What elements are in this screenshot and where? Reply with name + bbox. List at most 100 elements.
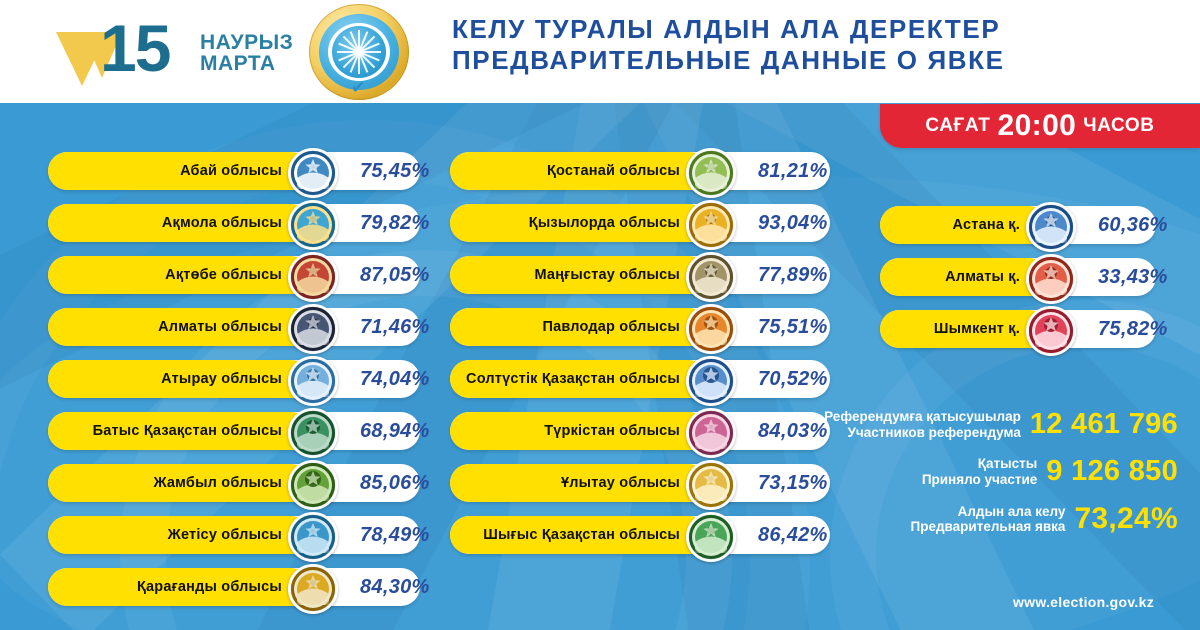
turnout-row: Жетісу облысы 78,49% xyxy=(48,512,429,562)
page-title: КЕЛУ ТУРАЛЫ АЛДЫН АЛА ДЕРЕКТЕР ПРЕДВАРИТ… xyxy=(452,14,1005,75)
turnout-row-pill: Шымкент қ. 75,82% xyxy=(880,306,1167,356)
turnout-row: Шығыс Қазақстан облысы 86,42% xyxy=(450,512,830,562)
region-name-pill: Солтүстік Қазақстан облысы xyxy=(450,360,708,398)
turnout-percent: 60,36% xyxy=(1098,213,1168,236)
seal-check-icon: ✔ xyxy=(351,78,366,97)
qostanai-oblysy-emblem-icon xyxy=(686,148,736,198)
region-name: Түркістан облысы xyxy=(544,423,680,439)
zhetisu-oblysy-emblem-icon xyxy=(288,512,338,562)
turnout-row: Қарағанды облысы 84,30% xyxy=(48,564,429,614)
abai-oblysy-emblem-icon xyxy=(288,148,338,198)
turnout-percent: 85,06% xyxy=(360,471,430,494)
turnout-row-pill: Жамбыл облысы 85,06% xyxy=(48,460,429,510)
region-name-pill: Қостанай облысы xyxy=(450,152,708,190)
turnout-row-pill: Ұлытау облысы 73,15% xyxy=(450,460,830,510)
region-name: Қарағанды облысы xyxy=(136,579,282,595)
atyrau-oblysy-emblem-icon xyxy=(288,356,338,406)
region-name: Шымкент қ. xyxy=(933,321,1020,337)
turnout-percent: 75,51% xyxy=(758,315,828,338)
region-name: Павлодар облысы xyxy=(542,319,680,335)
turnout-percent: 87,05% xyxy=(360,263,430,286)
region-name-pill: Астана қ. xyxy=(880,206,1048,244)
clock-time: 20:00 xyxy=(997,109,1077,142)
logo-word-ru: МАРТА xyxy=(200,52,276,75)
turnout-row-pill: Түркістан облысы 84,03% xyxy=(450,408,830,458)
aqmola-oblysy-emblem-icon xyxy=(288,200,338,250)
turnout-row-pill: Ақмола облысы 79,82% xyxy=(48,200,429,250)
turnout-row: Атырау облысы 74,04% xyxy=(48,356,429,406)
turnout-percent: 77,89% xyxy=(758,263,828,286)
soltustik-qazaqstan-oblysy-emblem-icon xyxy=(686,356,736,406)
region-name-pill: Қызылорда облысы xyxy=(450,204,708,242)
title-line-kk: КЕЛУ ТУРАЛЫ АЛДЫН АЛА ДЕРЕКТЕР xyxy=(452,14,1001,44)
region-name-pill: Шымкент қ. xyxy=(880,310,1048,348)
summary-label-kk: Алдын ала келу xyxy=(957,503,1066,519)
turnout-row-pill: Алматы қ. 33,43% xyxy=(880,254,1167,304)
logo-word-kk: НАУРЫЗ xyxy=(200,31,294,54)
turnout-row: Шымкент қ. 75,82% xyxy=(880,306,1167,356)
turnout-row: Батыс Қазақстан облысы 68,94% xyxy=(48,408,429,458)
turnout-row-pill: Ақтөбе облысы 87,05% xyxy=(48,252,429,302)
region-name: Ақмола облысы xyxy=(161,215,282,231)
turnout-percent: 73,15% xyxy=(758,471,828,494)
summary-label-kk: Референдумға қатысушылар xyxy=(824,409,1021,425)
summary-stat-labels: Алдын ала келу Предварительная явка xyxy=(911,504,1066,534)
summary-value: 9 126 850 xyxy=(1046,455,1178,487)
turnout-percent: 84,03% xyxy=(758,419,828,442)
region-name-pill: Маңғыстау облысы xyxy=(450,256,708,294)
astana-city-emblem-icon xyxy=(1026,202,1076,252)
region-name-pill: Шығыс Қазақстан облысы xyxy=(450,516,708,554)
turnout-row: Жамбыл облысы 85,06% xyxy=(48,460,429,510)
pavlodar-oblysy-emblem-icon xyxy=(686,304,736,354)
turnout-row-pill: Қостанай облысы 81,21% xyxy=(450,148,830,198)
summary-label-ru: Приняло участие xyxy=(921,471,1038,487)
summary-value: 12 461 796 xyxy=(1029,408,1178,440)
turnout-percent: 84,30% xyxy=(360,575,430,598)
region-name-pill: Ақмола облысы xyxy=(48,204,310,242)
turnout-percent: 75,82% xyxy=(1098,317,1168,340)
aqtobe-oblysy-emblem-icon xyxy=(288,252,338,302)
region-name-pill: Алматы облысы xyxy=(48,308,310,346)
website-url: www.election.gov.kz xyxy=(1012,594,1154,610)
almaty-oblysy-emblem-icon xyxy=(288,304,338,354)
turnout-row: Ақмола облысы 79,82% xyxy=(48,200,429,250)
turnout-percent: 93,04% xyxy=(758,211,828,234)
turnout-row-pill: Астана қ. 60,36% xyxy=(880,202,1167,252)
march-15-logo: 15 НАУРЫЗ МАРТА xyxy=(52,11,293,90)
region-name: Абай облысы xyxy=(180,163,282,179)
turnout-row: Қызылорда облысы 93,04% xyxy=(450,200,830,250)
summary-value: 73,24% xyxy=(1074,502,1178,535)
qyzylorda-oblysy-emblem-icon xyxy=(686,200,736,250)
turnout-row-pill: Абай облысы 75,45% xyxy=(48,148,429,198)
title-line-ru: ПРЕДВАРИТЕЛЬНЫЕ ДАННЫЕ О ЯВКЕ xyxy=(452,44,1005,75)
ulytau-oblysy-emblem-icon xyxy=(686,460,736,510)
turnout-row-pill: Маңғыстау облысы 77,89% xyxy=(450,252,830,302)
turnout-percent: 78,49% xyxy=(360,523,430,546)
turnout-percent: 68,94% xyxy=(360,419,430,442)
region-name-pill: Қарағанды облысы xyxy=(48,568,310,606)
turnout-row: Қостанай облысы 81,21% xyxy=(450,148,830,198)
turnout-percent: 71,46% xyxy=(360,315,430,338)
region-name: Шығыс Қазақстан облысы xyxy=(483,527,680,543)
batys-qazaqstan-oblysy-emblem-icon xyxy=(288,408,338,458)
turnout-row-pill: Қарағанды облысы 84,30% xyxy=(48,564,429,614)
region-name: Жамбыл облысы xyxy=(153,475,282,491)
region-name-pill: Жетісу облысы xyxy=(48,516,310,554)
logo-number: 15 xyxy=(100,11,171,85)
summary-stats: Референдумға қатысушылар Участников рефер… xyxy=(824,408,1178,550)
region-name-pill: Жамбыл облысы xyxy=(48,464,310,502)
turnout-percent: 74,04% xyxy=(360,367,430,390)
checkmark-icon-inner xyxy=(82,32,122,78)
turnout-row: Абай облысы 75,45% xyxy=(48,148,429,198)
summary-stat: Алдын ала келу Предварительная явка 73,24% xyxy=(828,502,1178,536)
turnout-percent: 33,43% xyxy=(1098,265,1168,288)
logo-words: НАУРЫЗ МАРТА xyxy=(200,32,293,74)
turnout-row-pill: Алматы облысы 71,46% xyxy=(48,304,429,354)
region-name-pill: Абай облысы xyxy=(48,152,310,190)
mangystau-oblysy-emblem-icon xyxy=(686,252,736,302)
turnout-row: Алматы қ. 33,43% xyxy=(880,254,1167,304)
region-name-pill: Ұлытау облысы xyxy=(450,464,708,502)
turnout-row: Алматы облысы 71,46% xyxy=(48,304,429,354)
region-name-pill: Ақтөбе облысы xyxy=(48,256,310,294)
